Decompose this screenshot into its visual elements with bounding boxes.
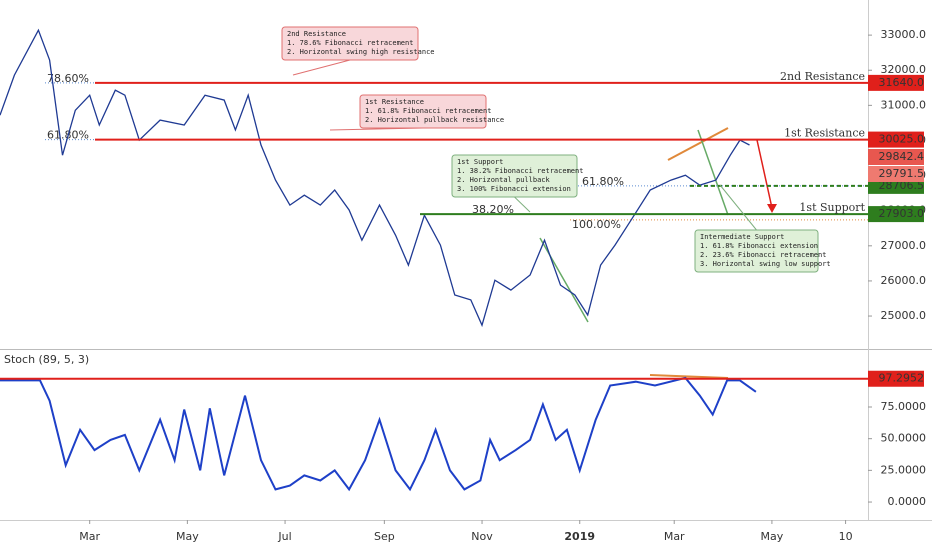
price-tag — [868, 74, 924, 91]
x-tick-label: Jul — [277, 530, 291, 543]
series-line — [0, 28, 750, 328]
level-name: 2nd Resistance — [780, 70, 865, 83]
price-tag-label: 29791.5 — [879, 167, 925, 180]
fib-label: 78.60% — [47, 72, 89, 85]
annotation-pointer — [719, 184, 757, 231]
annotation-text: 1. 61.8% Fibonacci extension — [700, 242, 818, 250]
y-tick-label: 50.0000 — [881, 432, 927, 445]
arrow-head — [767, 204, 777, 213]
annotation-text: 3. 100% Fibonacci extension — [457, 185, 571, 193]
trend-line — [667, 127, 729, 161]
annotation-text: 1. 61.8% Fibonacci retracement — [365, 107, 491, 115]
annotation-text: 1. 78.6% Fibonacci retracement — [287, 39, 413, 47]
y-tick-label: 0.0000 — [888, 495, 927, 508]
annotation-text: 1st Support — [457, 158, 503, 166]
level-name: 1st Resistance — [784, 127, 865, 140]
x-tick-label: 2019 — [564, 530, 595, 543]
price-tag — [868, 206, 924, 223]
y-tick-label: 33000.0 — [881, 28, 927, 41]
y-tick-label: 25000.0 — [881, 309, 927, 322]
annotation-box — [451, 154, 578, 198]
indicator-title: Stoch (89, 5, 3) — [4, 353, 89, 366]
x-tick-label: Mar — [664, 530, 685, 543]
projection-line — [697, 129, 729, 216]
fib-label: 100.00% — [572, 218, 621, 231]
trend-line — [649, 374, 729, 379]
annotation-box — [281, 26, 419, 61]
x-tick-label: May — [761, 530, 784, 543]
x-tick-label: May — [176, 530, 199, 543]
price-tag — [868, 149, 924, 165]
annotation-box — [359, 94, 487, 129]
price-tag — [868, 370, 924, 387]
y-tick-label: 27000.0 — [881, 239, 927, 252]
series-line — [0, 376, 757, 492]
price-tag — [868, 166, 924, 182]
price-tag-label: 97.2952 — [879, 372, 925, 385]
annotation-text: 2. Horizontal swing high resistance — [287, 48, 435, 56]
annotation-text: 1st Resistance — [365, 98, 424, 106]
annotation-text: Intermediate Support — [700, 233, 784, 241]
annotation-text: 2. Horizontal pullback — [457, 176, 551, 184]
fib-label: 38.20% — [472, 203, 514, 216]
annotation-text: 1. 38.2% Fibonacci retracement — [457, 167, 583, 175]
y-tick-label: 32000.0 — [881, 63, 927, 76]
y-tick-label: 26000.0 — [881, 274, 927, 287]
x-tick-label: Mar — [79, 530, 100, 543]
x-tick-label: Sep — [374, 530, 395, 543]
fib-label: 61.80% — [582, 175, 624, 188]
arrow — [756, 139, 773, 209]
annotation-pointer — [514, 196, 531, 213]
annotation-text: 2. Horizontal pullback resistance — [365, 116, 504, 124]
drawings — [539, 127, 777, 379]
annotation-box — [694, 229, 819, 273]
price-tag-label: 27903.0 — [879, 207, 925, 220]
price-tag-label: 30025.0 — [879, 133, 925, 146]
price-tag-label: 31640.0 — [879, 76, 925, 89]
level-name: 1st Support — [799, 201, 865, 214]
annotation-text: 2. 23.6% Fibonacci retracement — [700, 251, 826, 259]
x-tick-label: Nov — [471, 530, 493, 543]
annotation-text: 3. Horizontal swing low support — [700, 260, 831, 268]
y-tick-label: 31000.0 — [881, 98, 927, 111]
x-tick-label: 10 — [839, 530, 853, 543]
projection-line — [539, 237, 589, 323]
y-tick-label: 75.0000 — [881, 400, 927, 413]
price-tag-label: 28706.5 — [879, 179, 925, 192]
annotation-text: 2nd Resistance — [287, 30, 346, 38]
y-tick-label: 25.0000 — [881, 463, 927, 476]
price-tag — [868, 131, 924, 148]
price-tag-label: 29842.4 — [879, 150, 925, 163]
annotation-pointer — [292, 59, 351, 76]
